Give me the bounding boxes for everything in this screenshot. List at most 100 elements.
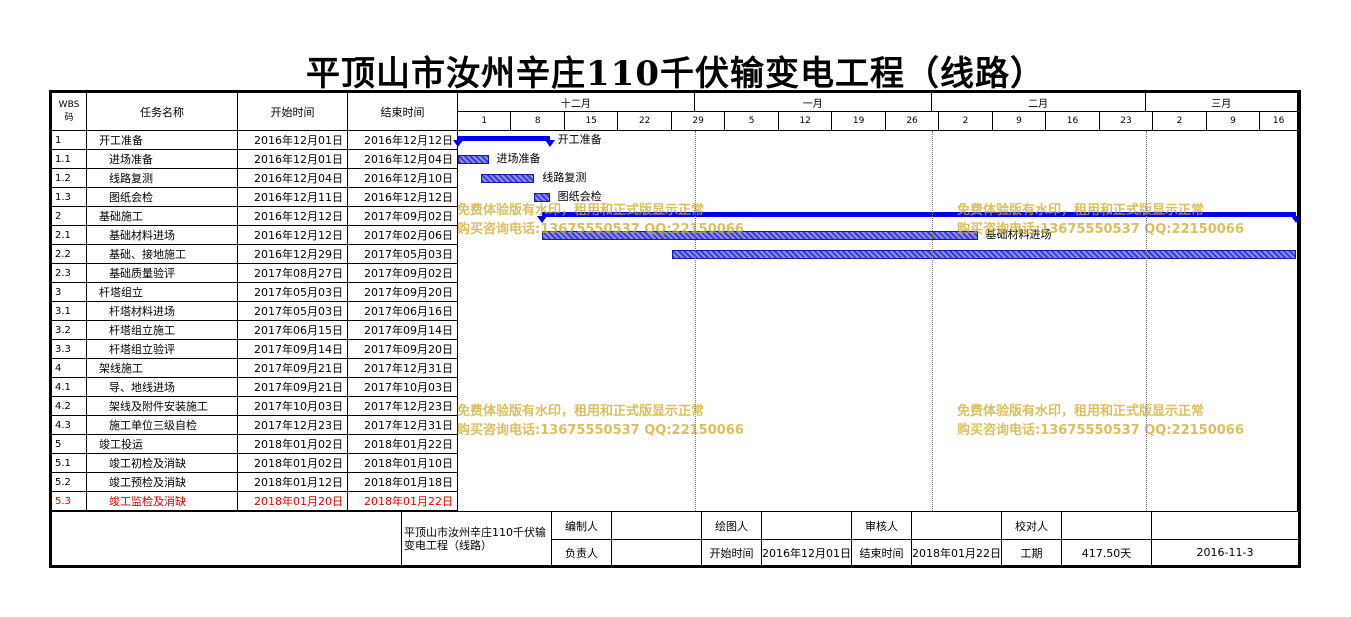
task-start: 2018年01月02日 <box>238 435 348 454</box>
task-wbs: 5.2 <box>52 473 87 492</box>
timeline-day-tick: 16 <box>1260 112 1298 131</box>
timeline-day-tick: 22 <box>618 112 672 131</box>
task-name[interactable]: 基础施工 <box>87 207 238 226</box>
footer-extra <box>1152 512 1298 539</box>
watermark-4: 免费体验版有水印，租用和正式版显示正常 购买咨询电话:13675550537 Q… <box>957 402 1244 440</box>
task-end: 2017年09月20日 <box>348 340 458 359</box>
task-end: 2017年10月03日 <box>348 378 458 397</box>
watermark-line: 免费体验版有水印，租用和正式版显示正常 <box>957 404 1205 419</box>
task-wbs: 2.1 <box>52 226 87 245</box>
task-name[interactable]: 杆塔组立施工 <box>87 321 238 340</box>
task-wbs: 2.3 <box>52 264 87 283</box>
task-name[interactable]: 竣工监检及消缺 <box>87 492 238 511</box>
summary-end-marker <box>453 140 463 147</box>
task-end: 2017年09月02日 <box>348 264 458 283</box>
task-start: 2017年09月21日 <box>238 378 348 397</box>
gantt-right-border <box>1297 93 1298 511</box>
task-name[interactable]: 杆塔组立 <box>87 283 238 302</box>
timeline-day-tick: 15 <box>564 112 619 131</box>
report-date: 2016-11-3 <box>1196 546 1254 559</box>
reviewer-label: 审核人 <box>852 512 912 539</box>
timeline-day-tick: 12 <box>778 112 833 131</box>
task-start: 2018年01月20日 <box>238 492 348 511</box>
watermark-line: 免费体验版有水印，租用和正式版显示正常 <box>457 203 705 218</box>
footer-blank <box>52 512 402 565</box>
task-end: 2017年02月06日 <box>348 226 458 245</box>
task-start: 2018年01月02日 <box>238 454 348 473</box>
task-name[interactable]: 开工准备 <box>87 131 238 150</box>
task-name[interactable]: 架线施工 <box>87 359 238 378</box>
task-end: 2018年01月10日 <box>348 454 458 473</box>
task-end: 2018年01月18日 <box>348 473 458 492</box>
timeline-day-tick: 23 <box>1099 112 1154 131</box>
task-wbs: 3.1 <box>52 302 87 321</box>
task-name[interactable]: 架线及附件安装施工 <box>87 397 238 416</box>
task-start: 2017年09月14日 <box>238 340 348 359</box>
task-start: 2018年01月12日 <box>238 473 348 492</box>
timeline-day-tick: 5 <box>725 112 779 131</box>
task-start: 2017年12月23日 <box>238 416 348 435</box>
checker-label: 校对人 <box>1002 512 1062 539</box>
task-name[interactable]: 导、地线进场 <box>87 378 238 397</box>
task-bar[interactable] <box>671 250 1296 259</box>
task-wbs: 1.2 <box>52 169 87 188</box>
start-label: 开始时间 <box>702 539 762 565</box>
task-name[interactable]: 竣工投运 <box>87 435 238 454</box>
watermark-3: 免费体验版有水印，租用和正式版显示正常 购买咨询电话:13675550537 Q… <box>457 402 744 440</box>
gantt-sheet: WBS码 任务名称 开始时间 结束时间 1 开工准备 2016年12月01日 2016… <box>49 90 1301 568</box>
timeline-day-tick: 9 <box>992 112 1047 131</box>
task-name[interactable]: 线路复测 <box>87 169 238 188</box>
timeline-day-tick: 26 <box>885 112 940 131</box>
task-name[interactable]: 施工单位三级自检 <box>87 416 238 435</box>
task-name[interactable]: 基础材料进场 <box>87 226 238 245</box>
end-value: 2018年01月22日 <box>912 539 1002 565</box>
checker-value <box>1062 512 1152 539</box>
task-start: 2017年06月15日 <box>238 321 348 340</box>
task-name[interactable]: 基础质量验评 <box>87 264 238 283</box>
task-bar-label: 基础材料进场 <box>985 228 1052 241</box>
timeline-day-tick: 8 <box>511 112 565 131</box>
task-name[interactable]: 图纸会检 <box>87 188 238 207</box>
task-name[interactable]: 杆塔组立验评 <box>87 340 238 359</box>
task-wbs: 3.2 <box>52 321 87 340</box>
task-name[interactable]: 竣工预检及消缺 <box>87 473 238 492</box>
task-end: 2016年12月12日 <box>348 188 458 207</box>
task-name[interactable]: 基础、接地施工 <box>87 245 238 264</box>
watermark-line: 购买咨询电话:13675550537 QQ:22150066 <box>457 423 744 438</box>
task-end: 2017年09月20日 <box>348 283 458 302</box>
task-bar-label: 进场准备 <box>496 152 541 165</box>
task-wbs: 1 <box>52 131 87 150</box>
task-wbs: 3.3 <box>52 340 87 359</box>
task-end: 2018年01月22日 <box>348 492 458 511</box>
watermark-line: 免费体验版有水印，租用和正式版显示正常 <box>957 203 1205 218</box>
task-start: 2016年12月12日 <box>238 207 348 226</box>
task-bar[interactable] <box>534 193 550 202</box>
drawer-value <box>762 512 852 539</box>
task-name[interactable]: 进场准备 <box>87 150 238 169</box>
task-bar-label: 图纸会检 <box>557 190 602 203</box>
task-start: 2016年12月11日 <box>238 188 348 207</box>
watermark-line: 购买咨询电话:13675550537 QQ:22150066 <box>957 423 1244 438</box>
summary-end-marker <box>544 140 555 147</box>
timeline-day-tick: 9 <box>1206 112 1261 131</box>
header-end-time: 结束时间 <box>348 93 458 131</box>
task-start: 2017年05月03日 <box>238 302 348 321</box>
summary-bar[interactable] <box>542 212 1296 217</box>
task-name[interactable]: 杆塔材料进场 <box>87 302 238 321</box>
month-gridline <box>931 131 933 511</box>
task-bar[interactable] <box>480 174 535 183</box>
task-end: 2017年09月14日 <box>348 321 458 340</box>
task-bar[interactable] <box>458 155 489 164</box>
task-name[interactable]: 竣工初检及消缺 <box>87 454 238 473</box>
task-wbs: 4.2 <box>52 397 87 416</box>
timeline-day-tick: 29 <box>671 112 726 131</box>
footer-project-name: 平顶山市汝州辛庄110千伏输变电工程（线路） <box>402 512 552 565</box>
timeline-day-tick: 2 <box>939 112 993 131</box>
owner-label: 负责人 <box>552 539 612 565</box>
summary-end-marker <box>1291 216 1298 223</box>
task-end: 2017年12月31日 <box>348 359 458 378</box>
header-wbs: WBS码 <box>52 93 87 131</box>
summary-bar[interactable] <box>458 136 550 141</box>
task-bar[interactable] <box>542 231 978 240</box>
task-wbs: 2 <box>52 207 87 226</box>
